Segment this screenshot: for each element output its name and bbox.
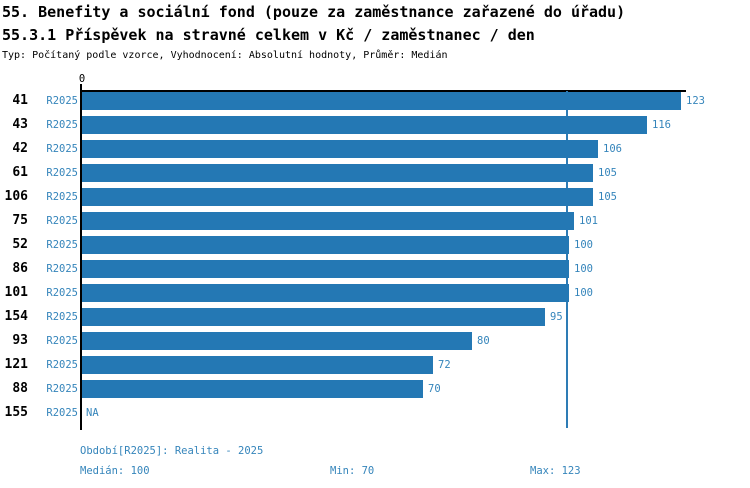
row-value-label: 95 bbox=[550, 311, 563, 323]
row-id-label: 43 bbox=[12, 117, 28, 132]
legend-median: Medián: 100 bbox=[80, 465, 150, 477]
row-value-label: 116 bbox=[652, 119, 671, 131]
row-id-label: 154 bbox=[4, 309, 28, 324]
row-period-label: R2025 bbox=[46, 119, 78, 131]
row-id-label: 52 bbox=[12, 237, 28, 252]
row-bar bbox=[82, 92, 681, 110]
row-value-label: 80 bbox=[477, 335, 490, 347]
row-id-label: 93 bbox=[12, 333, 28, 348]
row-value-label: 105 bbox=[598, 167, 617, 179]
row-value-label: 100 bbox=[574, 239, 593, 251]
row-period-label: R2025 bbox=[46, 215, 78, 227]
row-value-label: 123 bbox=[686, 95, 705, 107]
y-axis-line bbox=[80, 84, 82, 430]
row-bar bbox=[82, 236, 569, 254]
row-period-label: R2025 bbox=[46, 359, 78, 371]
row-id-label: 86 bbox=[12, 261, 28, 276]
legend-period: Období[R2025]: Realita - 2025 bbox=[80, 445, 264, 457]
row-value-label: 106 bbox=[603, 143, 622, 155]
row-id-label: 41 bbox=[12, 93, 28, 108]
row-period-label: R2025 bbox=[46, 191, 78, 203]
row-value-label: 100 bbox=[574, 263, 593, 275]
row-id-label: 101 bbox=[4, 285, 28, 300]
row-value-label: 70 bbox=[428, 383, 441, 395]
row-id-label: 75 bbox=[12, 213, 28, 228]
row-id-label: 121 bbox=[4, 357, 28, 372]
row-id-label: 61 bbox=[12, 165, 28, 180]
row-bar bbox=[82, 164, 593, 182]
median-reference-line bbox=[566, 91, 568, 428]
row-period-label: R2025 bbox=[46, 311, 78, 323]
row-id-label: 155 bbox=[4, 405, 28, 420]
row-na-label: NA bbox=[86, 407, 99, 419]
row-id-label: 42 bbox=[12, 141, 28, 156]
row-period-label: R2025 bbox=[46, 287, 78, 299]
legend-max: Max: 123 bbox=[530, 465, 581, 477]
row-period-label: R2025 bbox=[46, 263, 78, 275]
page-title: 55. Benefity a sociální fond (pouze za z… bbox=[2, 3, 626, 21]
chart-meta-line: Typ: Počítaný podle vzorce, Vyhodnocení:… bbox=[2, 50, 448, 61]
row-period-label: R2025 bbox=[46, 95, 78, 107]
row-value-label: 100 bbox=[574, 287, 593, 299]
row-bar bbox=[82, 356, 433, 374]
row-bar bbox=[82, 188, 593, 206]
row-period-label: R2025 bbox=[46, 383, 78, 395]
row-value-label: 72 bbox=[438, 359, 451, 371]
row-bar bbox=[82, 140, 598, 158]
x-axis-tick-zero-label: 0 bbox=[78, 73, 86, 85]
row-period-label: R2025 bbox=[46, 407, 78, 419]
row-period-label: R2025 bbox=[46, 239, 78, 251]
row-period-label: R2025 bbox=[46, 167, 78, 179]
row-bar bbox=[82, 116, 647, 134]
row-period-label: R2025 bbox=[46, 335, 78, 347]
row-bar bbox=[82, 284, 569, 302]
page-subtitle: 55.3.1 Příspěvek na stravné celkem v Kč … bbox=[2, 26, 535, 44]
row-id-label: 106 bbox=[4, 189, 28, 204]
row-value-label: 105 bbox=[598, 191, 617, 203]
row-bar bbox=[82, 380, 423, 398]
legend-min: Min: 70 bbox=[330, 465, 375, 477]
x-axis-line bbox=[81, 90, 686, 92]
row-value-label: 101 bbox=[579, 215, 598, 227]
row-bar bbox=[82, 308, 545, 326]
row-bar bbox=[82, 332, 472, 350]
row-bar bbox=[82, 212, 574, 230]
row-id-label: 88 bbox=[12, 381, 28, 396]
row-period-label: R2025 bbox=[46, 143, 78, 155]
row-bar bbox=[82, 260, 569, 278]
